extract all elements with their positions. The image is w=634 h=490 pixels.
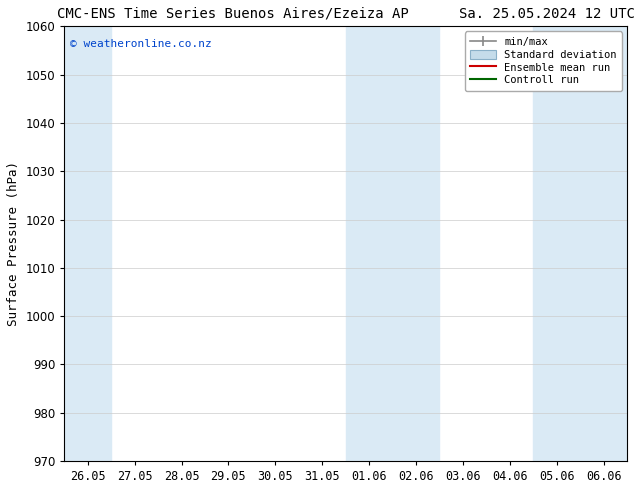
Y-axis label: Surface Pressure (hPa): Surface Pressure (hPa) (7, 161, 20, 326)
Bar (64, 26, 111, 461)
Bar (533, 26, 627, 461)
Legend: min/max, Standard deviation, Ensemble mean run, Controll run: min/max, Standard deviation, Ensemble me… (465, 31, 622, 91)
Bar (346, 26, 439, 461)
Text: © weatheronline.co.nz: © weatheronline.co.nz (70, 39, 212, 49)
Title: CMC-ENS Time Series Buenos Aires/Ezeiza AP      Sa. 25.05.2024 12 UTC: CMC-ENS Time Series Buenos Aires/Ezeiza … (56, 7, 634, 21)
